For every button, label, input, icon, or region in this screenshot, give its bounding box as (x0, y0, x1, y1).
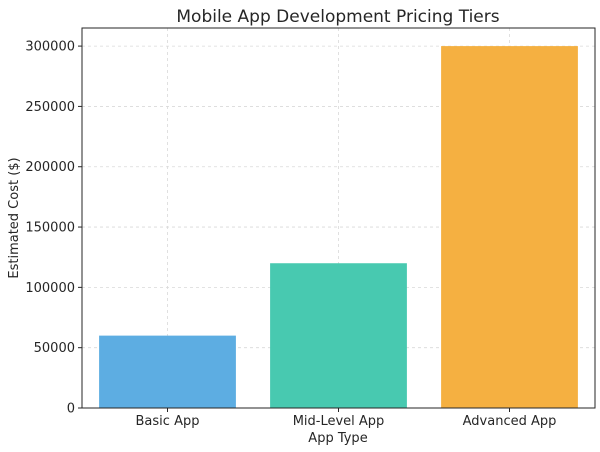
y-tick-label: 200000 (25, 160, 75, 175)
bar (441, 46, 578, 408)
bar (270, 263, 407, 408)
x-axis-label: App Type (308, 431, 367, 446)
axes (78, 27, 596, 412)
bar (99, 335, 236, 408)
y-tick-label: 0 (67, 402, 75, 417)
x-tick-labels: Basic App Mid-Level App Advanced App (136, 414, 557, 429)
y-tick-labels: 0 50000 100000 150000 200000 250000 300000 (25, 40, 75, 417)
x-tick-label: Advanced App (463, 414, 557, 429)
y-tick-label: 300000 (25, 40, 75, 55)
plot-frame (81, 27, 596, 409)
x-tick-label: Basic App (136, 414, 200, 429)
y-axis-label: Estimated Cost ($) (7, 157, 22, 278)
x-tick-label: Mid-Level App (293, 414, 385, 429)
y-tick-label: 250000 (25, 100, 75, 115)
chart-title: Mobile App Development Pricing Tiers (176, 7, 499, 27)
bars (99, 46, 578, 408)
y-tick-label: 50000 (34, 341, 75, 356)
y-tick-label: 150000 (25, 221, 75, 236)
y-tick-label: 100000 (25, 281, 75, 296)
